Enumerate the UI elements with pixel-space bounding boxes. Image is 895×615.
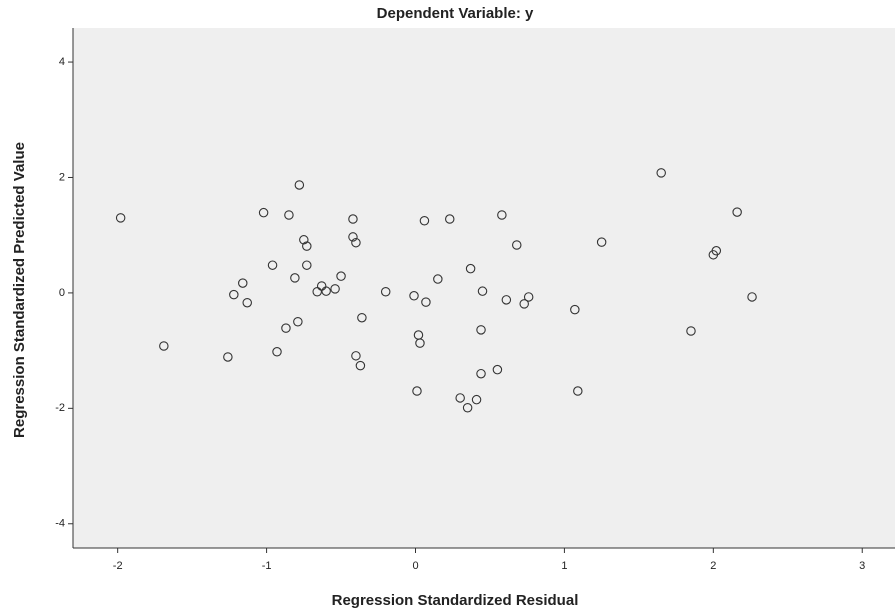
- y-tick-label: 4: [59, 56, 65, 68]
- y-tick-label: 0: [59, 287, 65, 299]
- chart-title: Dependent Variable: y: [377, 5, 534, 22]
- plot-area: [73, 28, 895, 548]
- y-tick-label: -4: [55, 518, 65, 530]
- x-tick-label: 2: [710, 560, 716, 572]
- x-tick-label: 1: [561, 560, 567, 572]
- chart: Dependent Variable: y Regression Standar…: [0, 0, 895, 615]
- y-axis-title: Regression Standardized Predicted Value: [11, 142, 28, 438]
- x-tick-label: -2: [113, 560, 123, 572]
- x-tick-label: 3: [859, 560, 865, 572]
- x-tick-label: -1: [262, 560, 272, 572]
- x-axis-title: Regression Standardized Residual: [332, 592, 579, 609]
- y-tick-label: 2: [59, 171, 65, 183]
- y-tick-label: -2: [55, 402, 65, 414]
- x-tick-label: 0: [412, 560, 418, 572]
